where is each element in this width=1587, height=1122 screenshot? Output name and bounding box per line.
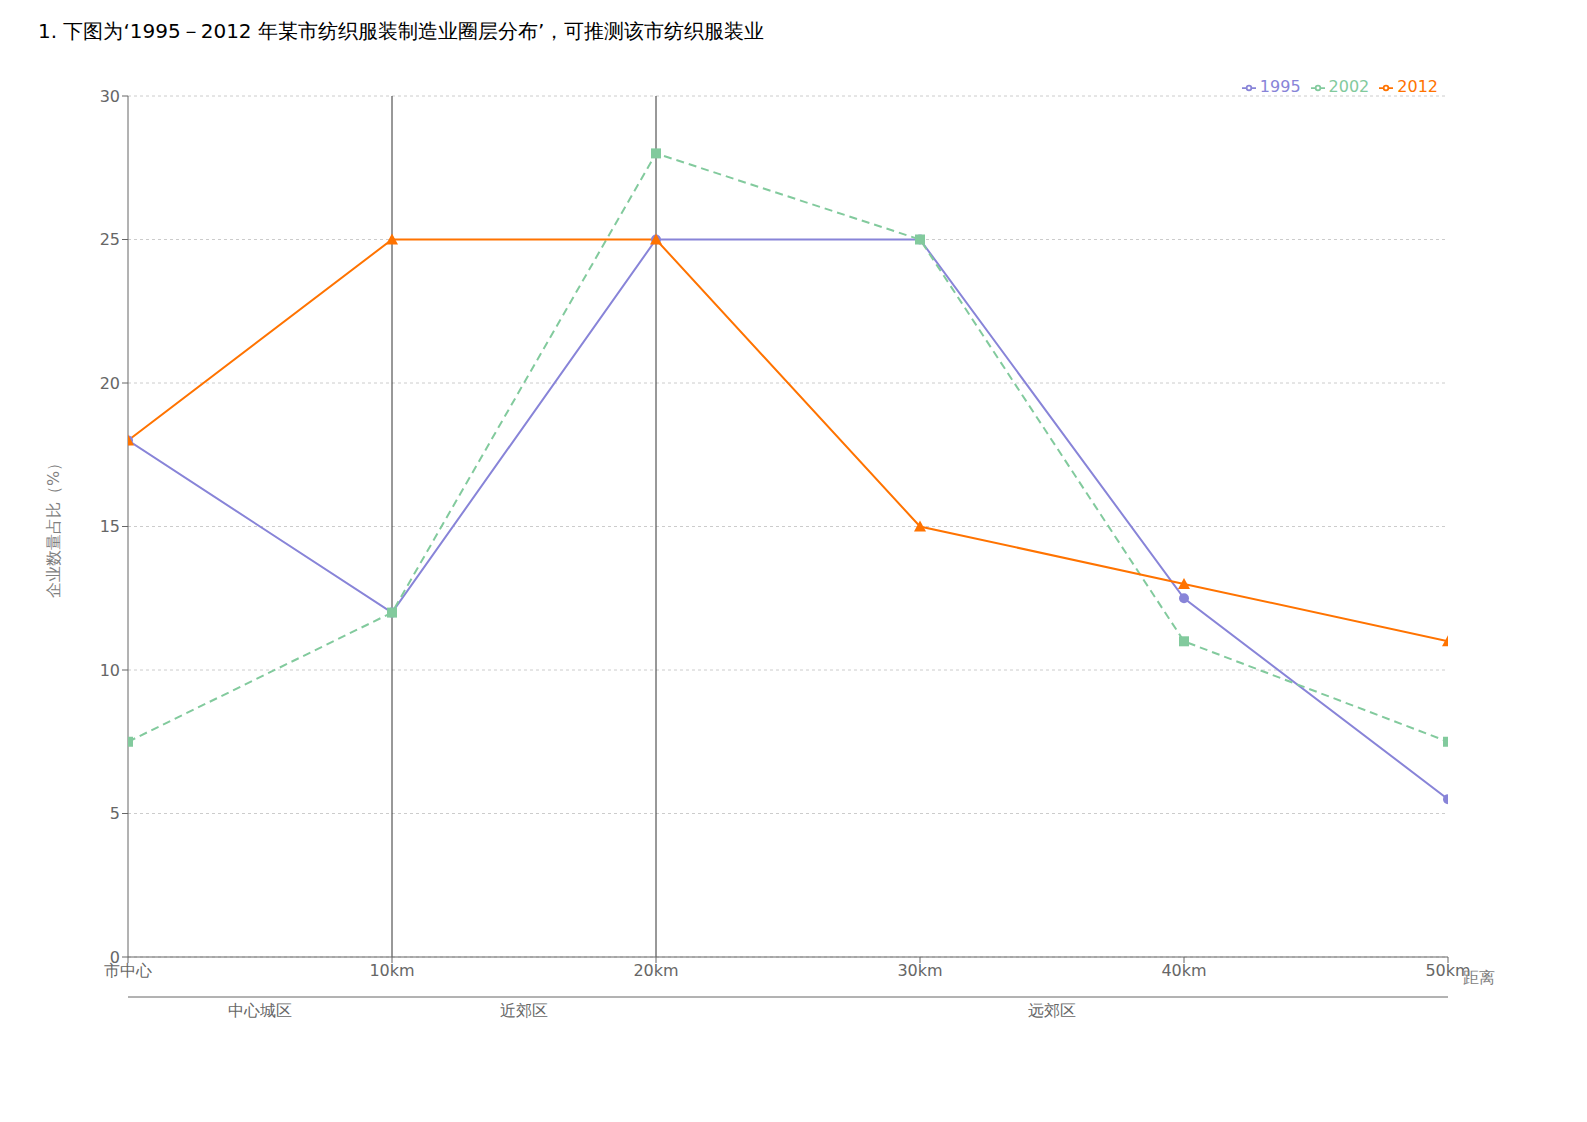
svg-text:近郊区: 近郊区 bbox=[500, 1001, 548, 1020]
svg-text:25: 25 bbox=[100, 230, 120, 249]
svg-text:20km: 20km bbox=[633, 961, 678, 980]
html-text:2012: 2012 bbox=[1397, 77, 1438, 96]
svg-text:30km: 30km bbox=[897, 961, 942, 980]
svg-text:企业数量占比（%）: 企业数量占比（%） bbox=[44, 455, 63, 598]
svg-text:10: 10 bbox=[100, 661, 120, 680]
svg-text:市中心: 市中心 bbox=[104, 961, 152, 981]
svg-text:30: 30 bbox=[100, 87, 120, 106]
svg-text:20: 20 bbox=[100, 374, 120, 393]
svg-text:中心城区: 中心城区 bbox=[228, 1001, 292, 1020]
svg-text:50km: 50km bbox=[1425, 961, 1471, 981]
svg-text:10km: 10km bbox=[369, 961, 414, 980]
svg-text:0: 0 bbox=[110, 948, 120, 967]
svg-text:距离: 距离 bbox=[1463, 968, 1495, 987]
html-text:2002: 2002 bbox=[1328, 77, 1370, 96]
html-text:1995: 1995 bbox=[1259, 77, 1301, 96]
svg-text:40km: 40km bbox=[1161, 961, 1206, 980]
svg-text:15: 15 bbox=[100, 517, 120, 536]
svg-text:远郊区: 远郊区 bbox=[1028, 1001, 1076, 1020]
svg-text:5: 5 bbox=[110, 804, 120, 823]
html-text:1. 下图为‘1995－2012 年某市纺织服装制造业圈层分: 1. 下图为‘1995－2012 年某市纺织服装制造业圈层分布’，可推测该市纺织… bbox=[38, 19, 765, 43]
